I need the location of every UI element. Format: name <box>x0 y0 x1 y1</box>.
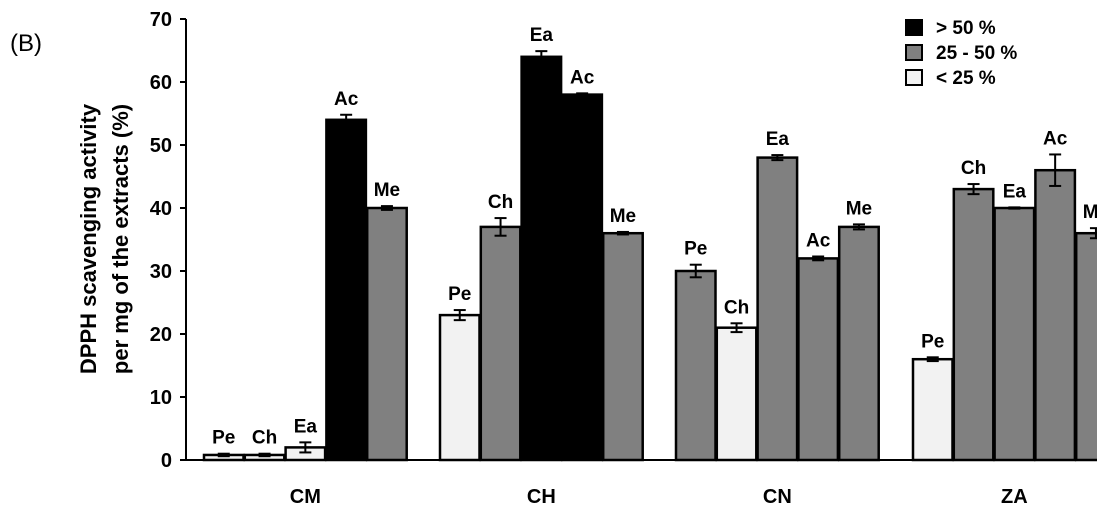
bar <box>797 257 840 462</box>
y-axis: 0 10 20 30 40 50 60 70 <box>150 9 187 472</box>
bar-label: Ea <box>530 25 554 46</box>
y-tick-label: 60 <box>150 72 172 94</box>
bar-group-cn: Pe Ch Ea Ac Me <box>674 129 880 462</box>
bar-label: Me <box>374 180 400 201</box>
y-tick-label: 70 <box>150 9 172 31</box>
y-tick-label: 10 <box>150 387 172 409</box>
y-tick-label: 50 <box>150 135 172 157</box>
legend-swatch <box>905 19 923 36</box>
bar-label: Ch <box>724 297 749 318</box>
bar-label: Pe <box>448 284 471 305</box>
bar <box>365 206 408 462</box>
bar-label: Me <box>1083 202 1097 223</box>
legend-swatch <box>905 69 923 86</box>
bar-label: Ea <box>1003 181 1027 202</box>
y-tick-label: 20 <box>150 324 172 346</box>
bar-label: Ac <box>1043 128 1068 149</box>
y-tick-label: 30 <box>150 261 172 283</box>
bar-label: Ch <box>961 158 986 179</box>
x-category-label: CH <box>527 486 556 508</box>
legend: > 50 % 25 - 50 % < 25 % <box>905 18 1017 89</box>
bar-label: Pe <box>921 331 944 352</box>
bar <box>756 156 799 462</box>
legend-swatch <box>905 44 923 61</box>
x-category-label: ZA <box>1001 486 1028 508</box>
bar <box>1034 168 1077 462</box>
bar <box>325 118 368 462</box>
bar <box>601 231 644 462</box>
bar-label: Ch <box>252 428 277 449</box>
bar-group-cm: Pe Ch Ea Ac Me <box>202 89 408 462</box>
panel-label: (B) <box>10 30 42 57</box>
bar-label: Me <box>610 206 636 227</box>
bar-label: Ch <box>488 192 513 213</box>
bar <box>715 326 758 462</box>
legend-label: > 50 % <box>936 18 996 39</box>
bar <box>993 206 1036 462</box>
bar-group-ch: Pe Ch Ea Ac Me <box>438 25 644 462</box>
legend-label: 25 - 50 % <box>936 43 1017 64</box>
bar-label: Ea <box>766 129 790 150</box>
bar <box>911 357 954 462</box>
legend-label: < 25 % <box>936 68 996 89</box>
bar-label: Pe <box>684 239 707 260</box>
bar-label: Ea <box>294 416 318 437</box>
bar <box>438 313 481 462</box>
bar-label: Me <box>846 198 872 219</box>
bar <box>837 225 880 462</box>
y-axis-label: DPPH scavenging activity per mg of the ex… <box>76 103 133 374</box>
bar-label: Pe <box>212 428 235 449</box>
x-category-label: CM <box>290 486 321 508</box>
bar-label: Ac <box>806 231 831 252</box>
bar <box>1074 231 1097 462</box>
y-tick-label: 0 <box>161 450 172 472</box>
y-axis-label-line: DPPH scavenging activity <box>76 103 101 374</box>
bar <box>479 225 522 462</box>
bar <box>520 55 563 462</box>
bar <box>952 187 995 462</box>
bar <box>674 269 717 462</box>
y-tick-label: 40 <box>150 198 172 220</box>
y-axis-label-line: per mg of the extracts (%) <box>108 104 133 374</box>
bars: Pe Ch Ea Ac Me Pe Ch Ea Ac Me Pe Ch Ea Ac Me Pe Ch Ea Ac Me <box>202 25 1097 462</box>
x-axis: CM CH CN ZA <box>186 459 1097 508</box>
bar-label: Ac <box>334 89 359 110</box>
x-category-label: CN <box>763 486 792 508</box>
bar-label: Ac <box>570 67 595 88</box>
bar <box>561 93 604 462</box>
bar-group-za: Pe Ch Ea Ac Me <box>911 128 1097 462</box>
